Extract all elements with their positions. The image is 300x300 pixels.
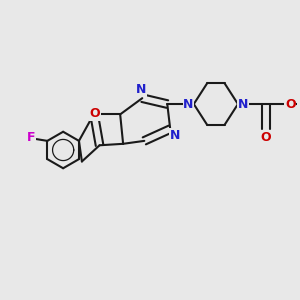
Text: O: O xyxy=(90,107,101,120)
Text: F: F xyxy=(27,131,35,144)
Text: O: O xyxy=(285,98,296,111)
Text: O: O xyxy=(261,131,271,144)
Text: N: N xyxy=(169,129,180,142)
Text: N: N xyxy=(136,83,146,96)
Text: N: N xyxy=(238,98,248,111)
Text: N: N xyxy=(183,98,194,111)
